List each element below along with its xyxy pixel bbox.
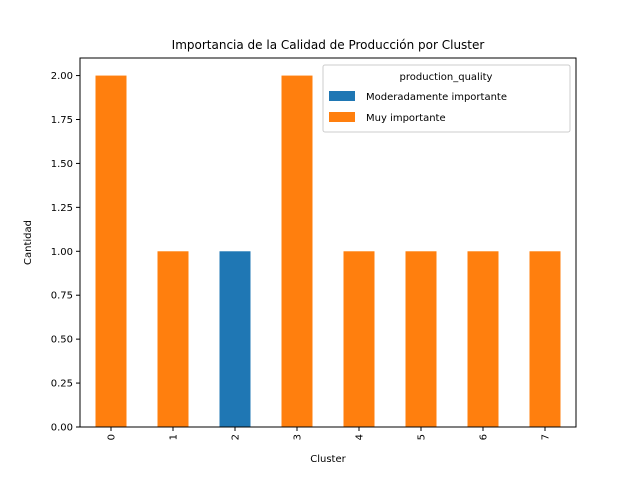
legend-entries: Moderadamente importante Muy importante <box>329 91 507 124</box>
x-tick-label: 0 <box>107 434 118 440</box>
x-tick-label: 5 <box>417 434 428 440</box>
bars <box>95 75 561 428</box>
bar-cluster-6-series-1 <box>467 251 499 427</box>
y-tick-label: 1.50 <box>51 159 73 170</box>
y-axis-label: Cantidad <box>23 220 34 265</box>
bar-cluster-7-series-1 <box>529 251 561 427</box>
x-tick-label: 4 <box>355 434 366 440</box>
x-tick-label: 7 <box>541 434 552 440</box>
legend-box <box>322 64 571 133</box>
legend-label: Muy importante <box>366 113 446 124</box>
y-tick-label: 0.00 <box>51 423 73 434</box>
y-tick-label: 0.75 <box>51 291 73 302</box>
x-axis-label: Cluster <box>310 454 346 465</box>
bar-cluster-0-series-1 <box>95 75 127 428</box>
x-axis: 0 1 2 3 4 5 6 7 <box>107 427 552 440</box>
y-tick-label: 0.50 <box>51 335 73 346</box>
x-tick-label: 6 <box>479 434 490 440</box>
plot-frame <box>79 57 577 428</box>
legend-title: production_quality <box>400 72 493 83</box>
bar-cluster-5-series-1 <box>405 251 437 427</box>
chart-title: Importancia de la Calidad de Producción … <box>172 38 485 52</box>
legend-swatch <box>329 91 355 101</box>
x-tick-label: 1 <box>169 434 180 440</box>
y-tick-label: 1.25 <box>51 203 73 214</box>
x-tick-label: 2 <box>231 434 242 440</box>
bar-cluster-1-series-1 <box>157 251 189 427</box>
y-tick-label: 2.00 <box>51 71 73 82</box>
bar-cluster-4-series-1 <box>343 251 375 427</box>
legend-swatch <box>329 112 355 122</box>
y-tick-label: 0.25 <box>51 379 73 390</box>
bar-cluster-2-series-0 <box>219 251 251 427</box>
x-tick-label: 3 <box>293 434 304 440</box>
y-axis: 0.00 0.25 0.50 0.75 1.00 1.25 1.50 1.75 2.00 <box>51 71 80 434</box>
y-tick-label: 1.75 <box>51 115 73 126</box>
legend-label: Moderadamente importante <box>366 92 507 103</box>
bar-cluster-3-series-1 <box>281 75 313 428</box>
y-tick-label: 1.00 <box>51 247 73 258</box>
legend: production_quality Moderadamente importa… <box>322 64 571 133</box>
